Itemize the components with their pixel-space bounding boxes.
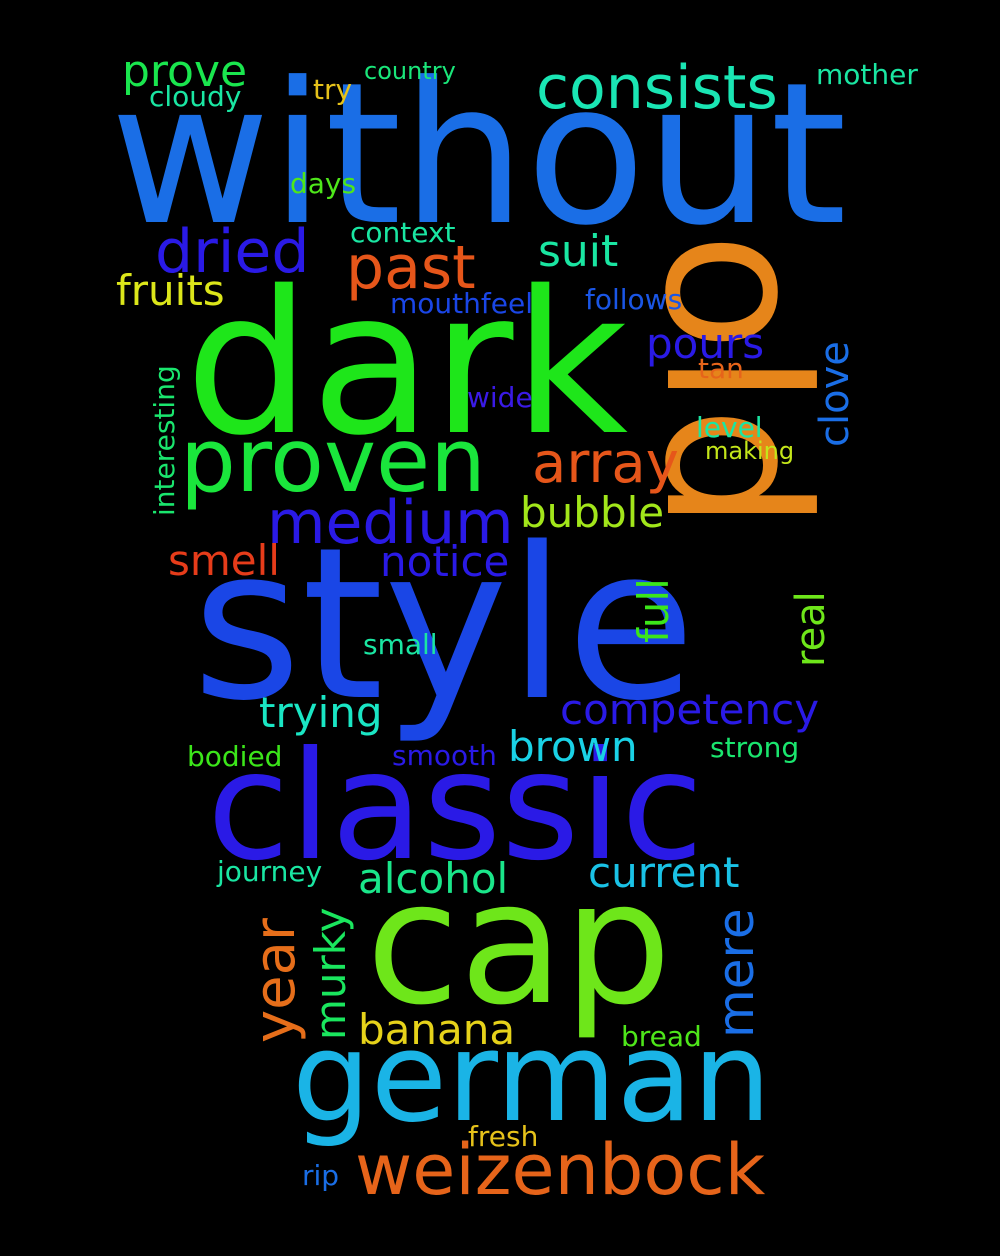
word-mouthfeel: mouthfeel	[390, 287, 533, 320]
word-strong: strong	[710, 731, 799, 764]
word-fresh: fresh	[468, 1120, 538, 1153]
word-brown: brown	[508, 722, 638, 771]
word-medium: medium	[267, 488, 514, 558]
word-trying: trying	[259, 688, 383, 737]
word-level: level	[696, 411, 763, 444]
word-making: making	[705, 437, 794, 465]
word-array: array	[532, 431, 679, 496]
word-year: year	[243, 917, 308, 1043]
word-bodied: bodied	[187, 740, 282, 773]
word-small: small	[363, 628, 438, 661]
word-weizenbock: weizenbock	[355, 1129, 766, 1211]
word-old: old	[621, 232, 849, 531]
word-clove: clove	[812, 341, 858, 447]
word-mere: mere	[707, 908, 765, 1038]
word-smooth: smooth	[392, 739, 497, 772]
word-competency: competency	[560, 685, 819, 734]
word-real: real	[788, 591, 834, 667]
word-tan: tan	[698, 352, 744, 385]
word-dark: dark	[185, 248, 628, 479]
word-notice: notice	[380, 537, 509, 586]
word-try: try	[313, 73, 352, 106]
word-german: german	[292, 1006, 771, 1150]
word-current: current	[588, 848, 740, 897]
word-alcohol: alcohol	[358, 854, 508, 903]
word-fruits: fruits	[116, 266, 225, 315]
word-follows: follows	[585, 283, 682, 316]
word-past: past	[346, 233, 476, 303]
word-context: context	[350, 216, 456, 249]
word-mother: mother	[816, 58, 918, 91]
word-without: without	[110, 41, 847, 269]
word-classic: classic	[207, 720, 704, 894]
word-cap: cap	[366, 845, 672, 1043]
word-days: days	[290, 167, 356, 200]
word-bread: bread	[621, 1020, 702, 1053]
word-journey: journey	[216, 855, 322, 888]
word-style: style	[192, 502, 696, 747]
word-bubble: bubble	[520, 488, 664, 537]
word-cloudy: cloudy	[149, 80, 241, 113]
word-full: full	[629, 578, 678, 643]
word-banana: banana	[358, 1005, 515, 1054]
word-prove: prove	[122, 46, 247, 97]
word-proven: proven	[180, 409, 486, 512]
word-suit: suit	[538, 226, 618, 277]
word-murky: murky	[306, 908, 355, 1040]
word-pours: pours	[646, 319, 764, 368]
word-dried: dried	[155, 217, 309, 287]
word-country: country	[364, 57, 456, 85]
word-consists: consists	[536, 53, 778, 123]
word-interesting: interesting	[148, 365, 181, 516]
word-wide: wide	[467, 381, 533, 414]
word-smell: smell	[168, 536, 280, 585]
word-rip: rip	[302, 1159, 339, 1192]
